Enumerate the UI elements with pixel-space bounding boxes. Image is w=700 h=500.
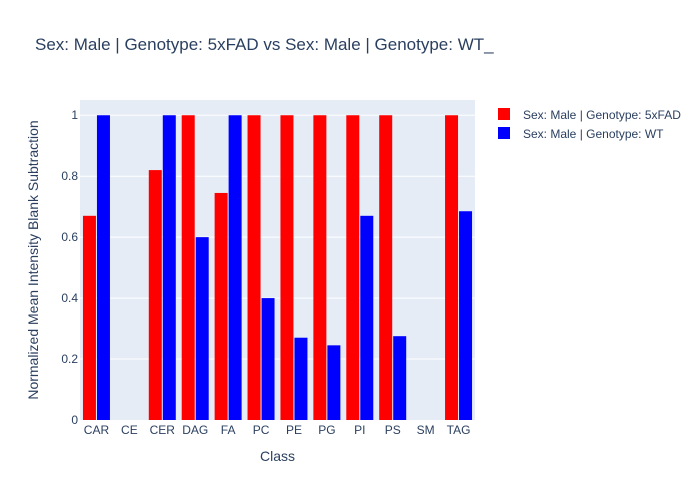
x-tick-labels: CAR CE CER DAG FA PC PE PG PI PS SM TAG bbox=[84, 423, 471, 437]
bar-pc-5xfad bbox=[247, 115, 261, 420]
bar-pg-5xfad bbox=[313, 115, 327, 420]
legend-swatch-wt bbox=[498, 127, 510, 139]
legend-swatch-5xfad bbox=[498, 108, 510, 120]
legend-label-wt: Sex: Male | Genotype: WT bbox=[523, 127, 664, 141]
bars bbox=[82, 115, 473, 420]
x-tick-label: PI bbox=[354, 423, 365, 437]
x-tick-label: PC bbox=[253, 423, 270, 437]
y-tick-label: 0.2 bbox=[61, 352, 78, 366]
x-axis-title: Class bbox=[260, 448, 295, 464]
bar-car-wt bbox=[96, 115, 110, 420]
chart-title: Sex: Male | Genotype: 5xFAD vs Sex: Male… bbox=[35, 35, 494, 54]
bar-cer-wt bbox=[162, 115, 176, 420]
bar-pi-wt bbox=[360, 215, 374, 420]
y-tick-label: 1 bbox=[71, 108, 78, 122]
x-tick-label: PS bbox=[385, 423, 401, 437]
y-tick-label: 0.8 bbox=[61, 169, 78, 183]
x-tick-label: CE bbox=[121, 423, 138, 437]
x-tick-label: PE bbox=[286, 423, 302, 437]
plot-area bbox=[80, 100, 475, 420]
legend: Sex: Male | Genotype: 5xFAD Sex: Male | … bbox=[498, 108, 681, 141]
y-axis-title: Normalized Mean Intensity Blank Subtract… bbox=[25, 120, 41, 399]
bar-pc-wt bbox=[261, 298, 275, 420]
x-tick-label: SM bbox=[417, 423, 435, 437]
bar-pg-wt bbox=[327, 345, 341, 420]
x-tick-label: TAG bbox=[447, 423, 471, 437]
bar-pi-5xfad bbox=[346, 115, 360, 420]
gridlines bbox=[80, 114, 475, 360]
bar-cer-5xfad bbox=[148, 170, 162, 420]
bar-car-5xfad bbox=[82, 215, 96, 420]
bar-ps-wt bbox=[393, 336, 407, 420]
y-tick-labels: 0 0.2 0.4 0.6 0.8 1 bbox=[61, 108, 78, 427]
bar-ps-5xfad bbox=[379, 115, 393, 420]
bar-dag-5xfad bbox=[181, 115, 195, 420]
bar-pe-wt bbox=[294, 337, 308, 420]
bar-tag-wt bbox=[459, 211, 473, 420]
y-tick-label: 0.4 bbox=[61, 291, 78, 305]
x-tick-label: CAR bbox=[84, 423, 110, 437]
x-tick-label: CER bbox=[150, 423, 176, 437]
y-tick-label: 0.6 bbox=[61, 230, 78, 244]
legend-label-5xfad: Sex: Male | Genotype: 5xFAD bbox=[523, 108, 681, 122]
x-tick-label: DAG bbox=[182, 423, 208, 437]
bar-fa-wt bbox=[228, 115, 242, 420]
x-tick-label: FA bbox=[221, 423, 236, 437]
bar-fa-5xfad bbox=[214, 192, 228, 420]
bar-tag-5xfad bbox=[445, 115, 459, 420]
bar-pe-5xfad bbox=[280, 115, 294, 420]
y-tick-label: 0 bbox=[71, 413, 78, 427]
bar-dag-wt bbox=[195, 237, 209, 420]
x-tick-label: PG bbox=[318, 423, 335, 437]
